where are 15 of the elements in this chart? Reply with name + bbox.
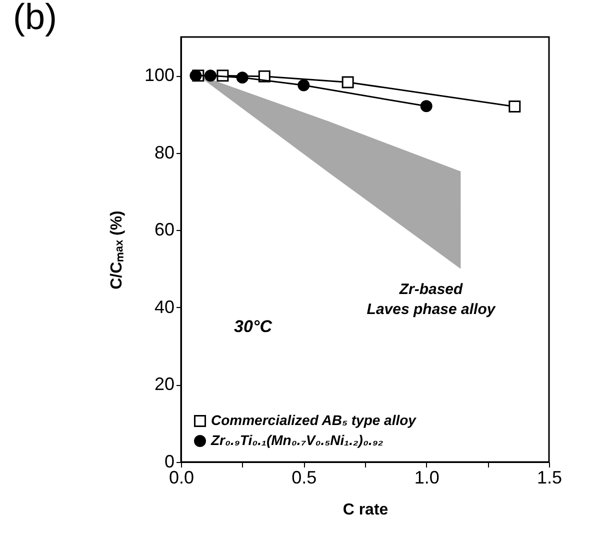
chart-title: (b)	[12, 0, 57, 37]
y-tick-label: 40	[154, 296, 174, 317]
y-tick-label: 100	[144, 65, 174, 86]
y-tick-label: 60	[154, 220, 174, 240]
x-tick-label: 1.5	[536, 468, 562, 488]
x-tick-label: 0.5	[292, 468, 317, 488]
x-axis-title: C rate	[342, 502, 388, 518]
y-axis-title: C/Cₘₐₓ (%)	[108, 210, 126, 290]
y-tick-label: 80	[154, 142, 174, 162]
y-tick-label: 20	[154, 374, 174, 394]
annotation: Zr-based Laves phase alloy	[366, 281, 496, 318]
legend-label: Commercialized AB₅ type alloy	[211, 412, 418, 428]
x-tick-label: 1.0	[414, 468, 440, 488]
annotation: 30°C	[234, 317, 273, 336]
legend-label: Zr₀.₉Ti₀.₁(Mn₀.₇V₀.₅Ni₁.₂)₀.₉₂	[210, 432, 384, 448]
